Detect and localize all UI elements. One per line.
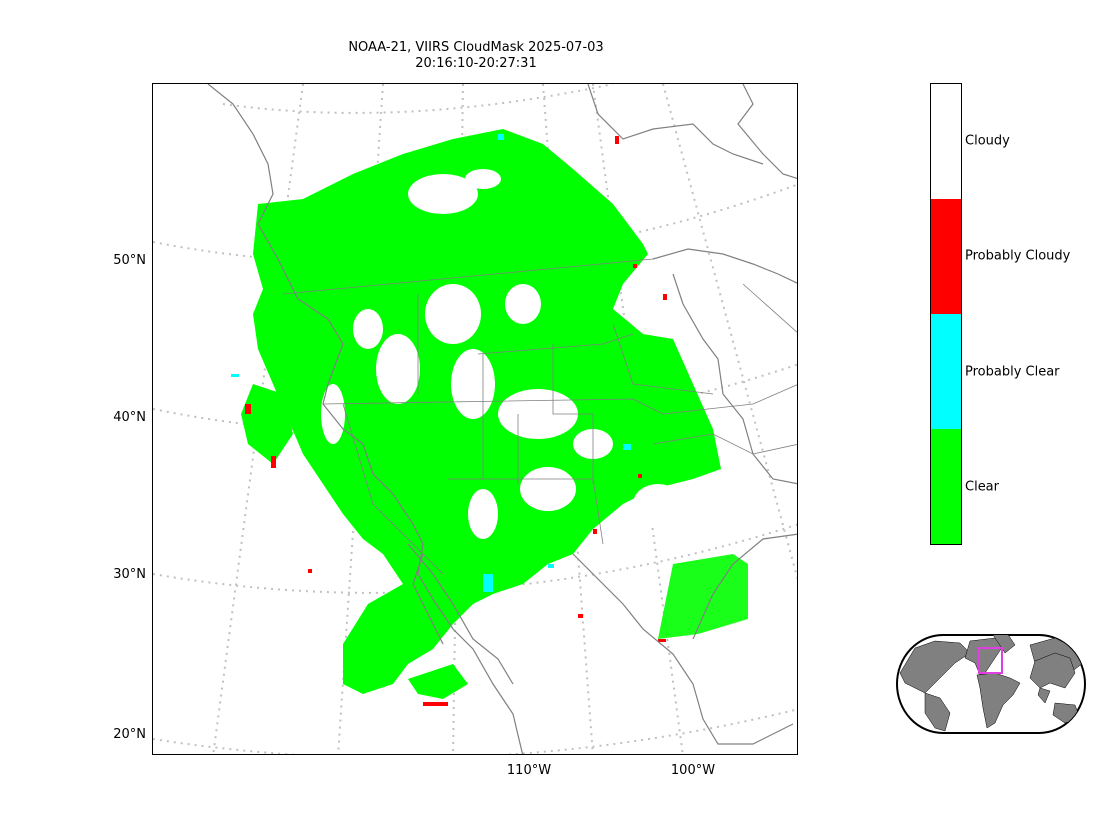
state-borders <box>282 258 797 575</box>
lat-label-40n: 40°N <box>113 410 146 425</box>
clear-pixels <box>241 129 748 699</box>
colorbar-label-clear: Clear <box>965 479 999 495</box>
map-canvas <box>153 84 797 754</box>
world-land <box>899 635 1084 732</box>
colorbar <box>930 83 962 545</box>
title-line-1: NOAA-21, VIIRS CloudMask 2025-07-03 <box>348 40 604 55</box>
title-line-2: 20:16:10-20:27:31 <box>415 56 537 71</box>
lon-label-100w: 100°W <box>670 763 716 778</box>
lon-label-110w: 110°W <box>506 763 552 778</box>
probably-cloudy-pixels <box>245 136 667 706</box>
globe-locator-inset <box>895 633 1087 735</box>
colorbar-label-cloudy: Cloudy <box>965 133 1010 149</box>
colorbar-label-probably-cloudy: Probably Cloudy <box>965 248 1071 264</box>
lat-label-30n: 30°N <box>113 567 146 582</box>
map-title: NOAA-21, VIIRS CloudMask 2025-07-03 20:1… <box>152 40 800 72</box>
colorbar-cloudy <box>931 84 961 199</box>
lat-label-20n: 20°N <box>113 727 146 742</box>
probably-clear-pixels <box>231 134 631 592</box>
colorbar-clear <box>931 429 961 544</box>
colorbar-probably-clear <box>931 314 961 429</box>
inset-highlight-box <box>978 647 1003 674</box>
colorbar-label-probably-clear: Probably Clear <box>965 364 1060 380</box>
cloud-mask-map <box>152 83 798 755</box>
lat-label-50n: 50°N <box>113 253 146 268</box>
colorbar-probably-cloudy <box>931 199 961 314</box>
coastlines <box>207 84 797 754</box>
